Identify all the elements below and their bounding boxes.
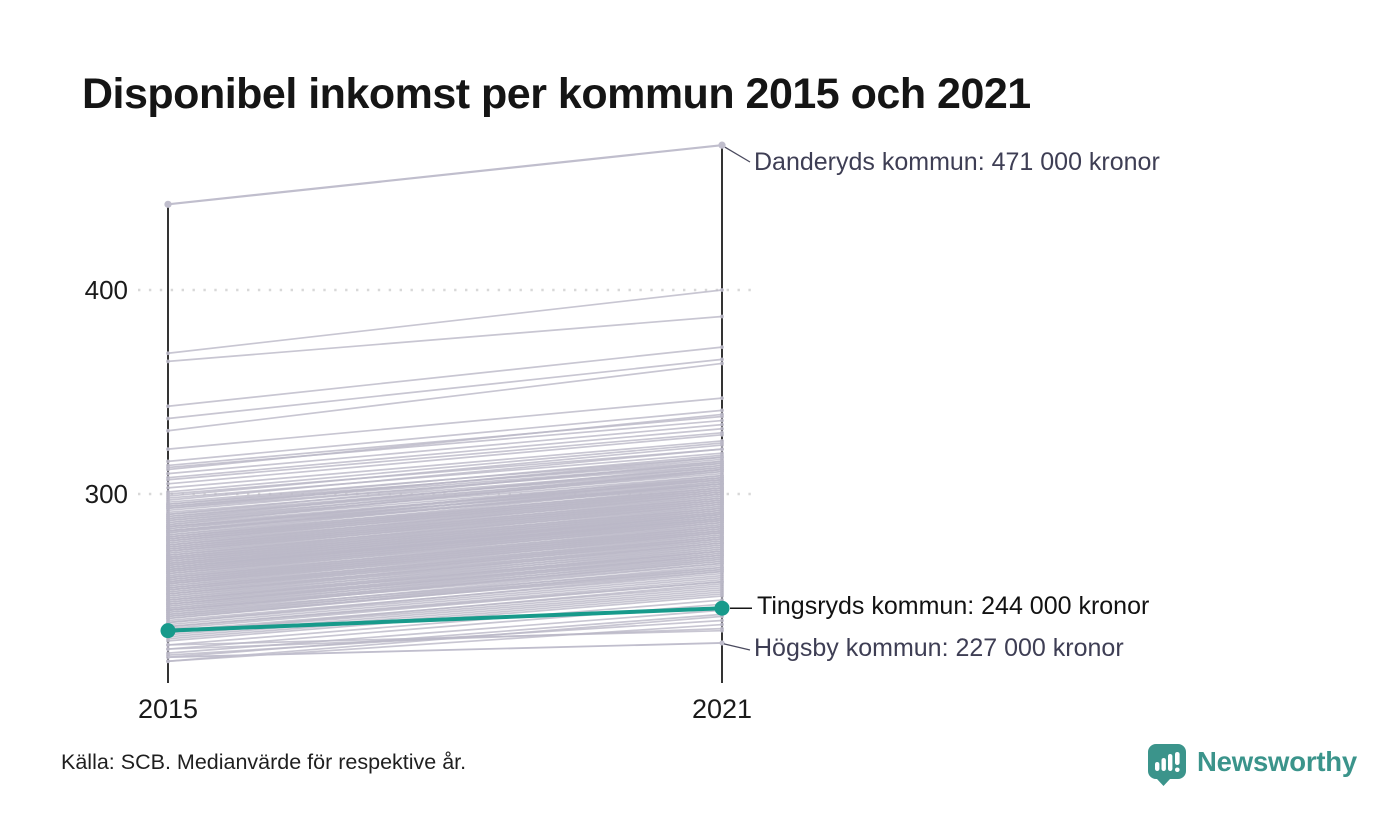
annotation-danderyd: Danderyds kommun: 471 000 kronor: [754, 148, 1160, 176]
page-title: Disponibel inkomst per kommun 2015 och 2…: [82, 70, 1031, 118]
newsworthy-icon: [1148, 744, 1186, 786]
y-axis-tick-400: 400: [84, 275, 128, 305]
x-axis-label-2021: 2021: [691, 694, 753, 724]
annotation-hogsby: Högsby kommun: 227 000 kronor: [754, 634, 1124, 662]
annotation-tingsryd: Tingsryds kommun: 244 000 kronor: [757, 592, 1150, 620]
source-note: Källa: SCB. Medianvärde för respektive å…: [61, 750, 467, 774]
x-axis-label-2015: 2015: [137, 694, 199, 724]
brand-logo: Newsworthy: [1147, 743, 1357, 787]
y-axis-tick-300: 300: [84, 479, 128, 509]
brand-name: Newsworthy: [1197, 746, 1357, 777]
